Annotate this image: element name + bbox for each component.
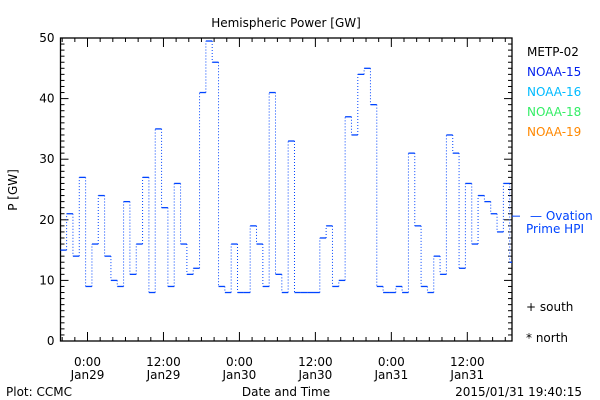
y-tick-label: 20 <box>39 213 54 227</box>
x-tick-time-label: 12:00 <box>450 355 485 369</box>
legend-item: NOAA-16 <box>527 85 581 99</box>
legend-item: NOAA-19 <box>527 125 581 139</box>
y-tick-label: 50 <box>39 31 54 45</box>
x-tick-date-label: Jan29 <box>146 368 181 382</box>
ovation-label-2: Prime HPI <box>526 222 584 236</box>
chart-title: Hemispheric Power [GW] <box>211 16 361 30</box>
x-tick-date-label: Jan31 <box>373 368 408 382</box>
marker-north-label: * north <box>526 331 568 345</box>
y-tick-label: 30 <box>39 152 54 166</box>
x-tick-date-label: Jan30 <box>297 368 332 382</box>
legend: METP-02 NOAA-15 NOAA-16 NOAA-18 NOAA-19 <box>527 45 581 139</box>
x-tick-time-label: 12:00 <box>298 355 333 369</box>
y-tick-label: 10 <box>39 273 54 287</box>
axes: 010203040500:00Jan2912:00Jan290:00Jan301… <box>39 31 520 382</box>
legend-item: METP-02 <box>527 45 579 59</box>
legend-item: NOAA-18 <box>527 105 581 119</box>
y-tick-label: 0 <box>47 334 55 348</box>
y-axis-label: P [GW] <box>6 169 20 211</box>
x-tick-date-label: Jan30 <box>222 368 257 382</box>
legend-item: NOAA-15 <box>527 65 581 79</box>
x-tick-time-label: 0:00 <box>74 355 101 369</box>
series-noaa-15 <box>60 40 512 294</box>
x-tick-time-label: 0:00 <box>378 355 405 369</box>
x-tick-time-label: 12:00 <box>146 355 181 369</box>
x-axis-label: Date and Time <box>242 385 330 399</box>
footer-left: Plot: CCMC <box>6 385 72 399</box>
x-tick-time-label: 0:00 <box>226 355 253 369</box>
x-tick-date-label: Jan31 <box>449 368 484 382</box>
ovation-label-1: — Ovation <box>530 209 593 223</box>
marker-south-label: + south <box>526 300 573 314</box>
footer-right: 2015/01/31 19:40:15 <box>455 385 582 399</box>
y-tick-label: 40 <box>39 92 54 106</box>
x-tick-date-label: Jan29 <box>70 368 105 382</box>
plot-frame <box>59 37 513 342</box>
